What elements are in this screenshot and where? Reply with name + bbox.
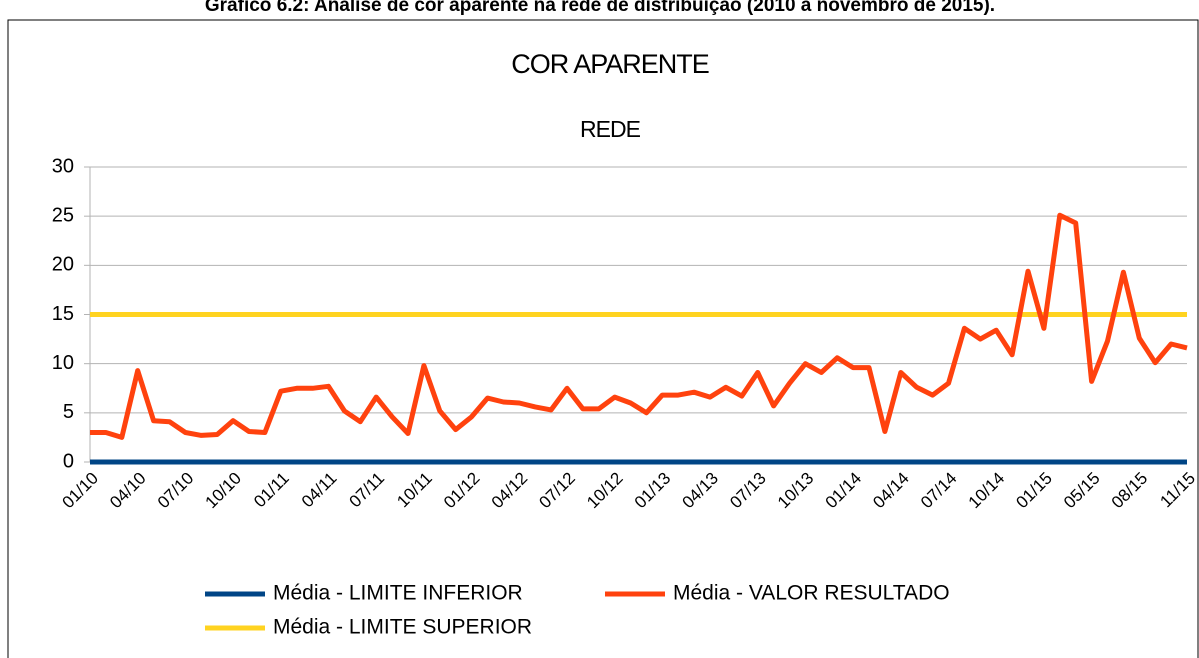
y-tick-label: 0: [63, 450, 74, 472]
legend-label: Média - VALOR RESULTADO: [673, 582, 950, 605]
y-tick-label: 10: [52, 352, 74, 374]
caption: Gráfico 6.2: Análise de cor aparente na …: [205, 0, 995, 16]
y-tick-label: 30: [52, 155, 74, 177]
legend-label: Média - LIMITE SUPERIOR: [273, 616, 532, 639]
y-tick-label: 25: [52, 204, 74, 226]
y-tick-label: 20: [52, 254, 74, 276]
chart-title: COR APARENTE: [511, 49, 709, 79]
chart-subtitle: REDE: [580, 116, 641, 142]
series-line: [90, 212, 1188, 440]
y-tick-label: 5: [63, 401, 74, 423]
legend-label: Média - LIMITE INFERIOR: [273, 582, 523, 605]
y-tick-label: 15: [52, 303, 74, 325]
